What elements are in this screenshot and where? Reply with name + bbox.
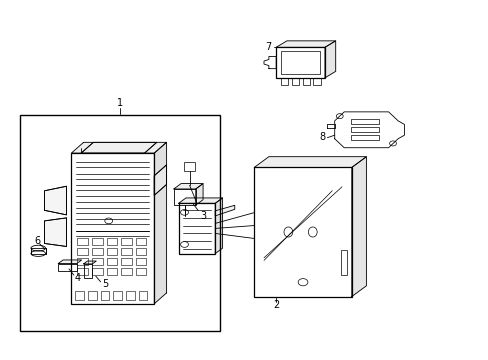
Bar	[139, 291, 147, 300]
Bar	[106, 258, 117, 265]
Bar	[173, 189, 195, 205]
Bar	[178, 203, 215, 253]
Bar	[92, 258, 102, 265]
Bar	[113, 291, 122, 300]
Text: 5: 5	[102, 279, 108, 289]
Bar	[77, 268, 88, 275]
Polygon shape	[334, 112, 404, 148]
Bar	[136, 238, 146, 245]
Text: 1: 1	[117, 98, 123, 108]
Bar	[121, 258, 132, 265]
Text: 4: 4	[75, 273, 81, 283]
Bar	[83, 264, 92, 278]
Bar	[121, 238, 132, 245]
Bar	[101, 291, 109, 300]
Polygon shape	[173, 184, 203, 189]
Polygon shape	[154, 165, 166, 195]
Polygon shape	[83, 261, 96, 264]
Bar	[58, 264, 77, 271]
Bar	[350, 119, 378, 124]
Bar	[121, 268, 132, 275]
Text: 3: 3	[200, 211, 206, 221]
Bar	[136, 268, 146, 275]
Polygon shape	[215, 205, 234, 216]
Bar	[106, 248, 117, 255]
Bar	[88, 291, 97, 300]
Text: 8: 8	[319, 132, 325, 142]
Bar	[178, 203, 215, 253]
Bar	[254, 167, 351, 297]
Bar	[77, 248, 88, 255]
Polygon shape	[195, 184, 203, 205]
Bar	[83, 264, 92, 278]
Bar	[340, 250, 346, 275]
Bar	[77, 238, 88, 245]
Bar	[20, 116, 220, 330]
Bar	[276, 47, 325, 78]
Polygon shape	[351, 157, 366, 297]
Bar	[106, 238, 117, 245]
Text: 2: 2	[272, 300, 279, 310]
Bar	[106, 268, 117, 275]
Bar	[71, 153, 154, 304]
Bar	[92, 268, 102, 275]
Bar	[58, 264, 77, 271]
Polygon shape	[44, 186, 66, 215]
Bar	[350, 135, 378, 140]
Bar	[173, 189, 195, 205]
Text: 7: 7	[264, 42, 270, 52]
Bar	[136, 248, 146, 255]
Bar	[92, 248, 102, 255]
Polygon shape	[31, 248, 45, 253]
Bar	[92, 238, 102, 245]
Polygon shape	[178, 198, 222, 203]
Polygon shape	[44, 218, 66, 247]
Bar	[350, 127, 378, 132]
Bar	[71, 153, 154, 304]
Polygon shape	[154, 142, 166, 304]
Polygon shape	[58, 260, 81, 264]
Text: 6: 6	[34, 236, 40, 246]
Bar	[121, 248, 132, 255]
Polygon shape	[325, 41, 335, 78]
Bar	[313, 78, 320, 85]
Polygon shape	[81, 142, 157, 153]
Bar	[254, 167, 351, 297]
Bar	[281, 51, 320, 74]
Bar	[302, 78, 309, 85]
Polygon shape	[254, 157, 366, 167]
Bar	[136, 258, 146, 265]
Bar	[184, 162, 195, 171]
Bar	[126, 291, 135, 300]
Bar	[276, 47, 325, 78]
Bar	[77, 258, 88, 265]
Polygon shape	[215, 198, 222, 253]
Polygon shape	[71, 142, 166, 153]
Bar	[281, 78, 288, 85]
Bar	[291, 78, 299, 85]
Bar	[75, 291, 84, 300]
Polygon shape	[276, 41, 335, 47]
